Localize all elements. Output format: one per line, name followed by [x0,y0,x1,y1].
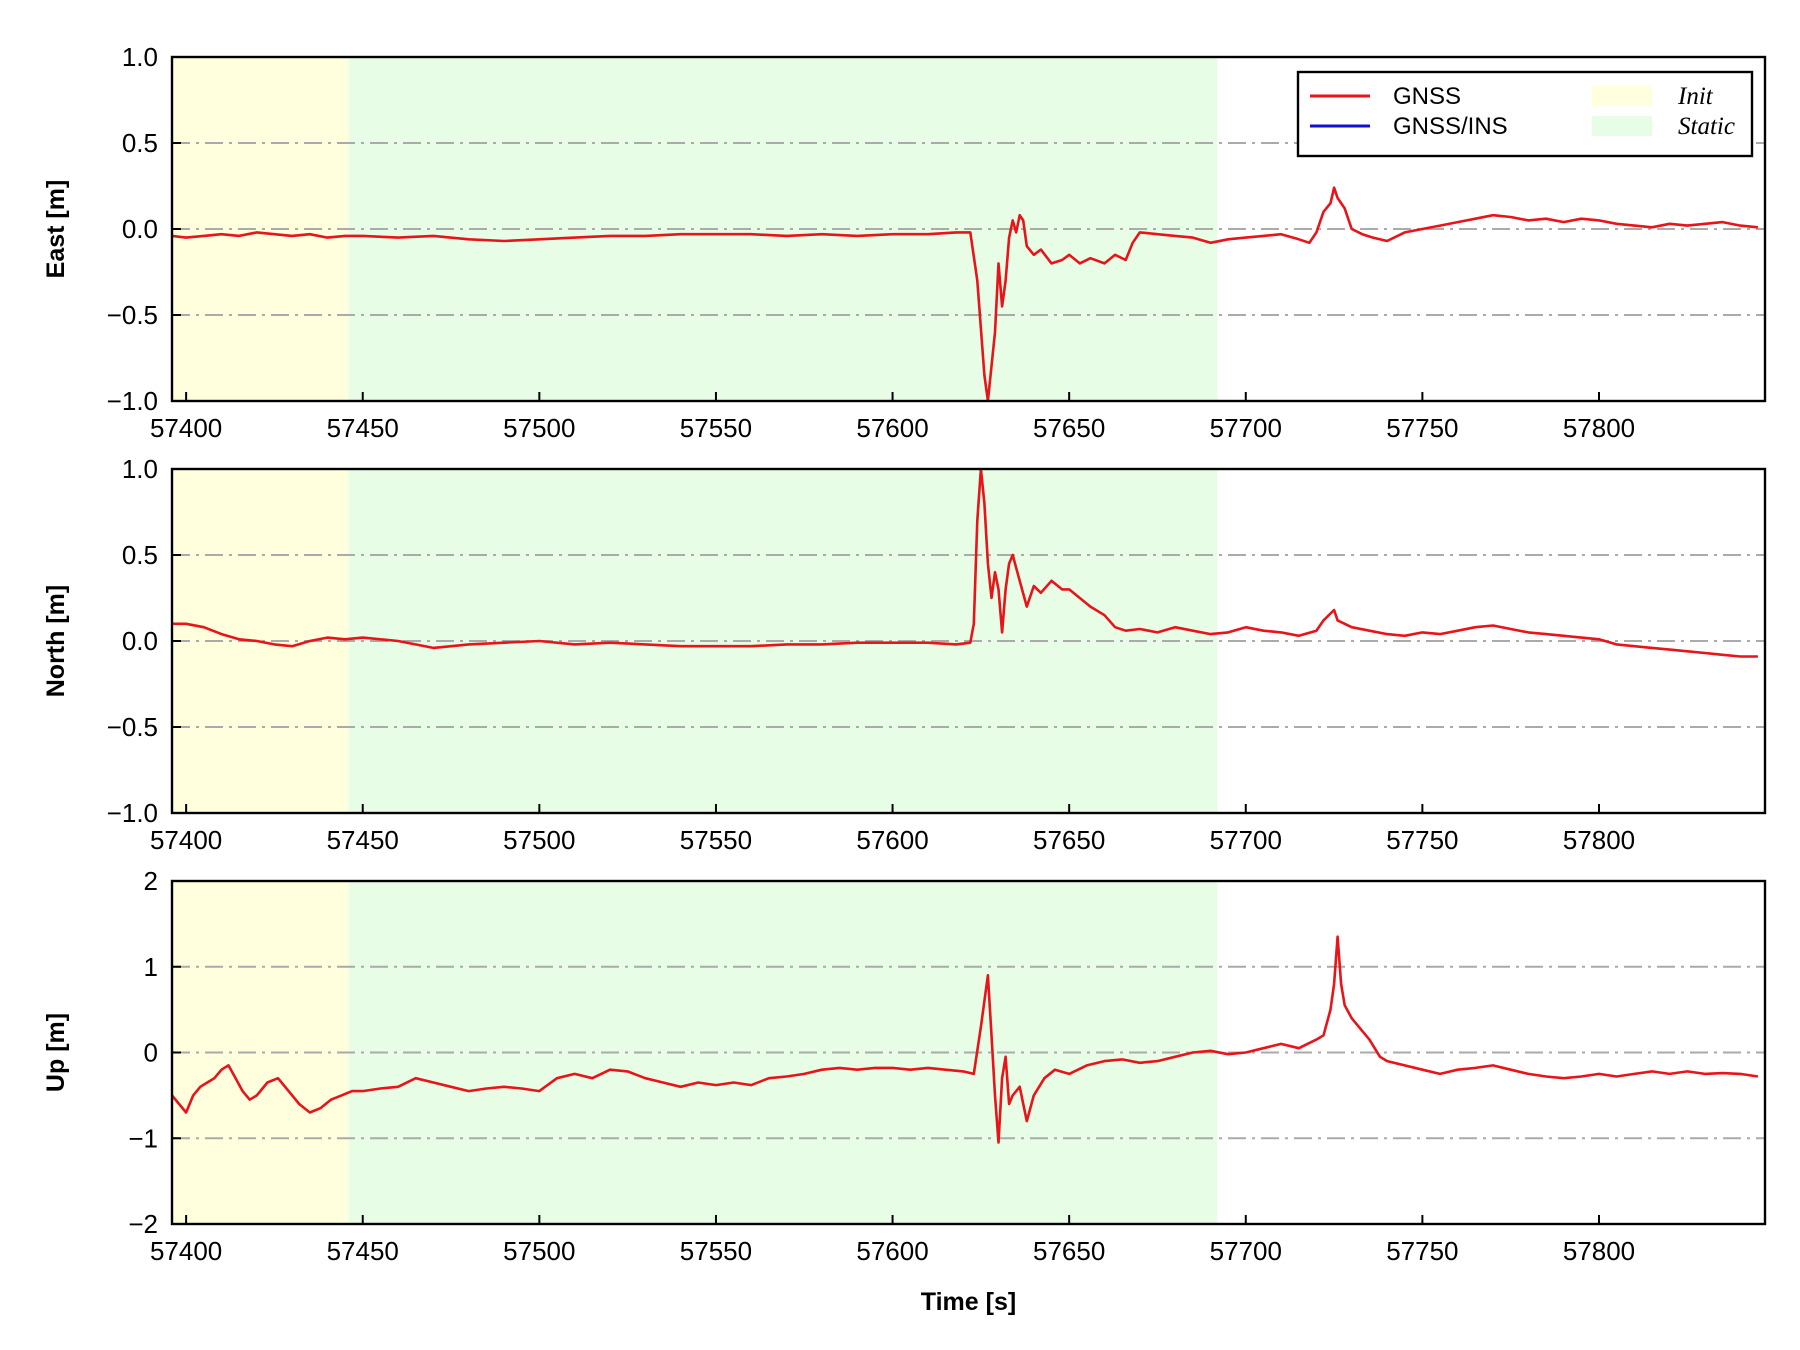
x-tick-label: 57450 [327,825,399,855]
x-tick-label: 57650 [1033,1236,1105,1266]
legend-label-gnss: GNSS [1393,83,1461,110]
panel-1: 57400 57450 57500 57550 57600 57650 57700 57750… [42,42,1767,443]
x-tick-label: 57700 [1210,413,1282,443]
legend-swatch-init [1592,86,1652,106]
panel-3: 57400 57450 57500 57550 57600 57650 57700 57750… [42,866,1767,1266]
y-tick-label: −0.5 [107,300,158,330]
y-axis-label: East [m] [42,180,70,279]
y-tick-label: 1.0 [122,454,158,484]
y-axis-label: North [m] [42,585,70,697]
legend-label-static: Static [1678,113,1735,140]
legend-label-init: Init [1677,83,1714,110]
x-tick-label: 57450 [327,1236,399,1266]
x-tick-label: 57550 [680,825,752,855]
x-tick-label: 57400 [150,825,222,855]
y-tick-label: 0.0 [122,626,158,656]
series-gnss [172,935,1759,1144]
x-tick-label: 57750 [1386,825,1458,855]
y-tick-label: 2 [144,866,158,896]
x-tick-label: 57450 [327,413,399,443]
panel-2: 57400 57450 57500 57550 57600 57650 57700 57750… [42,454,1767,855]
legend-label-gnss-ins: GNSS/INS [1393,113,1508,140]
x-tick-label: 57700 [1210,1236,1282,1266]
x-tick-label: 57750 [1386,1236,1458,1266]
x-tick-label: 57550 [680,413,752,443]
y-tick-label: −1.0 [107,798,158,828]
x-tick-label: 57800 [1563,1236,1635,1266]
y-tick-label: 0.0 [122,214,158,244]
x-tick-label: 57700 [1210,825,1282,855]
x-tick-label: 57800 [1563,413,1635,443]
y-tick-label: 0 [144,1038,158,1068]
y-tick-label: −1.0 [107,386,158,416]
y-tick-label: 0.5 [122,128,158,158]
legend-frame [1296,70,1754,158]
x-tick-label: 57600 [856,413,928,443]
x-tick-label: 57650 [1033,825,1105,855]
x-tick-label: 57650 [1033,413,1105,443]
x-tick-label: 57750 [1386,413,1458,443]
y-tick-label: −1 [128,1123,158,1153]
series-gnss [172,469,1758,658]
x-tick-label: 57500 [503,413,575,443]
y-tick-label: 1 [144,952,158,982]
x-tick-label: 57400 [150,413,222,443]
y-axis-label: Up [m] [42,1013,70,1092]
x-tick-label: 57500 [503,825,575,855]
legend-swatch-static [1592,116,1652,136]
series-gnss [172,186,1759,401]
x-tick-label: 57500 [503,1236,575,1266]
y-tick-label: −2 [128,1209,158,1239]
x-axis-label: Time [s] [921,1288,1016,1316]
y-tick-label: −0.5 [107,712,158,742]
x-tick-label: 57800 [1563,825,1635,855]
x-tick-label: 57600 [856,825,928,855]
legend: GNSS GNSS/INS Init Static [1296,70,1754,158]
x-tick-label: 57550 [680,1236,752,1266]
y-tick-label: 1.0 [122,42,158,72]
x-tick-label: 57600 [856,1236,928,1266]
y-tick-label: 0.5 [122,540,158,570]
x-tick-label: 57400 [150,1236,222,1266]
